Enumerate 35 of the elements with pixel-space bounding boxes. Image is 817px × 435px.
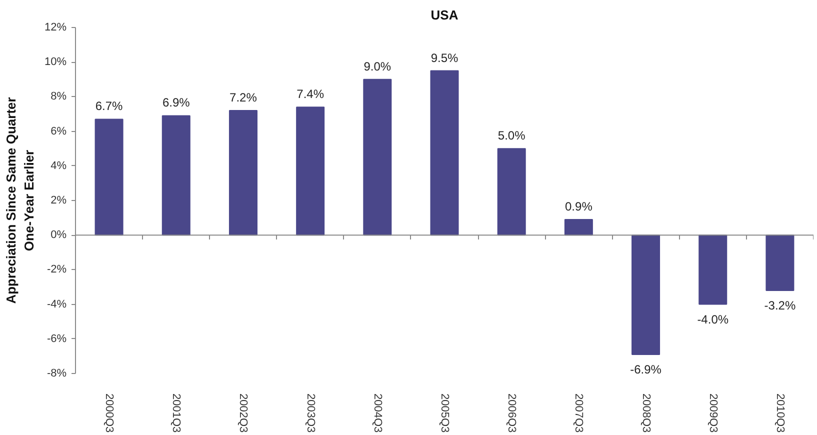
data-label: 6.9% — [162, 96, 190, 110]
x-tick-label: 2001Q3 — [170, 394, 182, 433]
x-tick-label: 2010Q3 — [774, 394, 786, 433]
data-label: 5.0% — [498, 128, 526, 143]
y-tick-label: -2% — [46, 264, 67, 276]
y-tick-label: 12% — [44, 22, 67, 34]
y-tick-label: -4% — [46, 298, 67, 310]
x-tick-label: 2004Q3 — [371, 394, 384, 433]
data-label: 7.4% — [296, 87, 324, 102]
chart-title: USA — [430, 8, 459, 22]
y-tick-label: 6% — [50, 125, 67, 138]
data-label: 9.5% — [430, 50, 459, 65]
y-tick-label: -6% — [46, 332, 67, 345]
data-label: 7.2% — [230, 90, 258, 105]
data-label: -3.2% — [764, 298, 796, 312]
data-label: 9.0% — [364, 59, 392, 74]
y-tick-label: 8% — [50, 90, 67, 103]
y-tick-label: -8% — [46, 368, 67, 380]
y-axis-title: Appreciation Since Same Quarter One-Year Earlier — [3, 97, 36, 304]
data-label: 6.7% — [95, 99, 124, 114]
x-tick-label: 2005Q3 — [438, 394, 450, 433]
x-tick-label: 2006Q3 — [506, 394, 518, 433]
x-tick-label: 2009Q3 — [706, 394, 719, 433]
y-tick-label: 2% — [50, 194, 67, 206]
y-tick-label: 10% — [44, 56, 67, 68]
x-tick-label: 2008Q3 — [640, 394, 652, 433]
data-label: -4.0% — [697, 312, 729, 326]
data-label: -6.9% — [630, 362, 662, 376]
data-label: 0.9% — [565, 200, 593, 214]
y-tick-label: 0% — [50, 229, 67, 242]
x-tick-label: 2000Q3 — [103, 394, 116, 433]
x-tick-label: 2002Q3 — [237, 394, 250, 433]
y-tick-label: 4% — [50, 160, 67, 172]
x-tick-label: 2003Q3 — [304, 394, 316, 433]
x-tick-label: 2007Q3 — [572, 394, 585, 433]
